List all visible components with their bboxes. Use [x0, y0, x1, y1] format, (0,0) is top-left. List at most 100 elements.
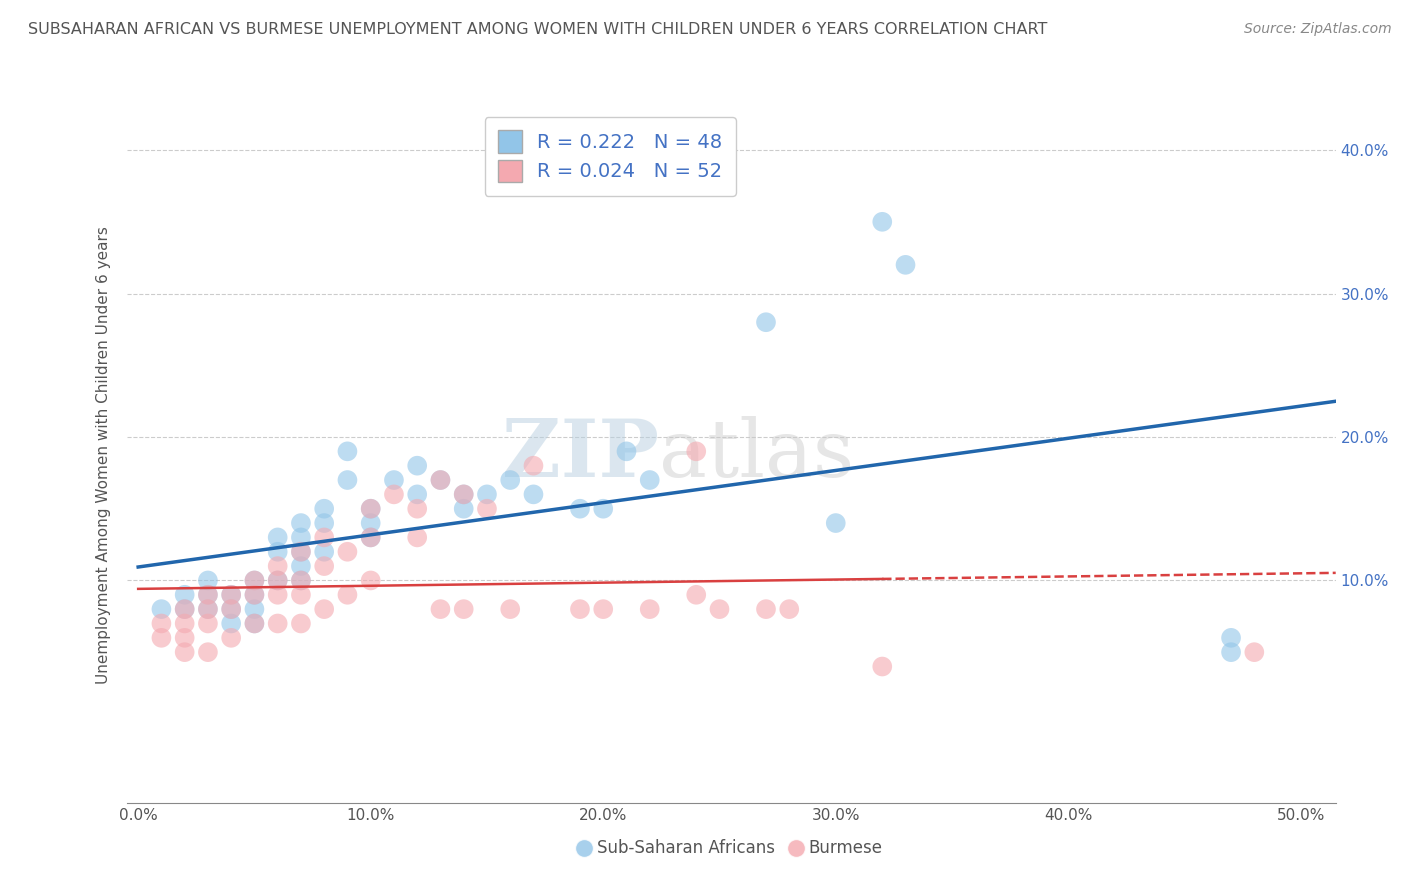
Point	[314, 602, 336, 616]
Point	[219, 602, 242, 616]
Point	[824, 516, 846, 530]
Point	[894, 258, 917, 272]
Point	[778, 602, 800, 616]
Point	[267, 545, 290, 559]
Text: ZIP: ZIP	[502, 416, 658, 494]
Point	[219, 602, 242, 616]
Point	[1220, 631, 1243, 645]
Point	[290, 559, 312, 574]
Point	[267, 559, 290, 574]
Point	[219, 616, 242, 631]
Point	[616, 444, 638, 458]
Point	[382, 487, 405, 501]
Point	[360, 530, 382, 544]
Point	[173, 631, 195, 645]
Point	[290, 588, 312, 602]
Point	[243, 602, 266, 616]
Point	[314, 516, 336, 530]
Point	[453, 487, 475, 501]
Point	[173, 602, 195, 616]
Point	[499, 602, 522, 616]
Point	[314, 501, 336, 516]
Point	[499, 473, 522, 487]
Point	[267, 574, 290, 588]
Text: atlas: atlas	[658, 416, 853, 494]
Point	[685, 588, 707, 602]
Point	[592, 501, 614, 516]
Point	[336, 473, 359, 487]
Point	[336, 444, 359, 458]
Point	[267, 530, 290, 544]
Point	[872, 215, 894, 229]
Point	[638, 473, 661, 487]
Point	[685, 444, 707, 458]
Point	[522, 458, 544, 473]
Point	[1220, 645, 1243, 659]
Point	[290, 545, 312, 559]
Point	[314, 530, 336, 544]
Point	[197, 602, 219, 616]
Point	[453, 501, 475, 516]
Point	[522, 487, 544, 501]
Point	[568, 501, 592, 516]
Point	[314, 559, 336, 574]
Point	[475, 487, 498, 501]
Y-axis label: Unemployment Among Women with Children Under 6 years: Unemployment Among Women with Children U…	[96, 226, 111, 684]
Point	[219, 631, 242, 645]
Point	[150, 602, 173, 616]
Point	[592, 602, 614, 616]
Legend: Sub-Saharan Africans, Burmese: Sub-Saharan Africans, Burmese	[574, 833, 889, 864]
Point	[453, 487, 475, 501]
Point	[406, 501, 429, 516]
Point	[290, 530, 312, 544]
Point	[429, 473, 451, 487]
Point	[173, 602, 195, 616]
Point	[243, 588, 266, 602]
Point	[336, 545, 359, 559]
Point	[150, 616, 173, 631]
Point	[219, 588, 242, 602]
Point	[290, 574, 312, 588]
Point	[336, 588, 359, 602]
Point	[429, 473, 451, 487]
Point	[755, 315, 778, 329]
Point	[406, 487, 429, 501]
Point	[267, 616, 290, 631]
Point	[290, 616, 312, 631]
Point	[243, 588, 266, 602]
Point	[755, 602, 778, 616]
Point	[150, 631, 173, 645]
Point	[290, 516, 312, 530]
Point	[638, 602, 661, 616]
Point	[360, 501, 382, 516]
Point	[872, 659, 894, 673]
Point	[197, 588, 219, 602]
Point	[382, 473, 405, 487]
Point	[197, 616, 219, 631]
Point	[406, 530, 429, 544]
Point	[709, 602, 731, 616]
Point	[243, 616, 266, 631]
Text: SUBSAHARAN AFRICAN VS BURMESE UNEMPLOYMENT AMONG WOMEN WITH CHILDREN UNDER 6 YEA: SUBSAHARAN AFRICAN VS BURMESE UNEMPLOYME…	[28, 22, 1047, 37]
Point	[197, 645, 219, 659]
Point	[173, 645, 195, 659]
Point	[290, 545, 312, 559]
Point	[475, 501, 498, 516]
Point	[406, 458, 429, 473]
Point	[568, 602, 592, 616]
Point	[1243, 645, 1265, 659]
Point	[173, 588, 195, 602]
Point	[453, 602, 475, 616]
Point	[243, 574, 266, 588]
Point	[197, 588, 219, 602]
Point	[360, 574, 382, 588]
Point	[360, 501, 382, 516]
Point	[243, 574, 266, 588]
Point	[267, 588, 290, 602]
Point	[360, 530, 382, 544]
Point	[173, 616, 195, 631]
Point	[360, 516, 382, 530]
Point	[243, 616, 266, 631]
Point	[197, 574, 219, 588]
Point	[197, 602, 219, 616]
